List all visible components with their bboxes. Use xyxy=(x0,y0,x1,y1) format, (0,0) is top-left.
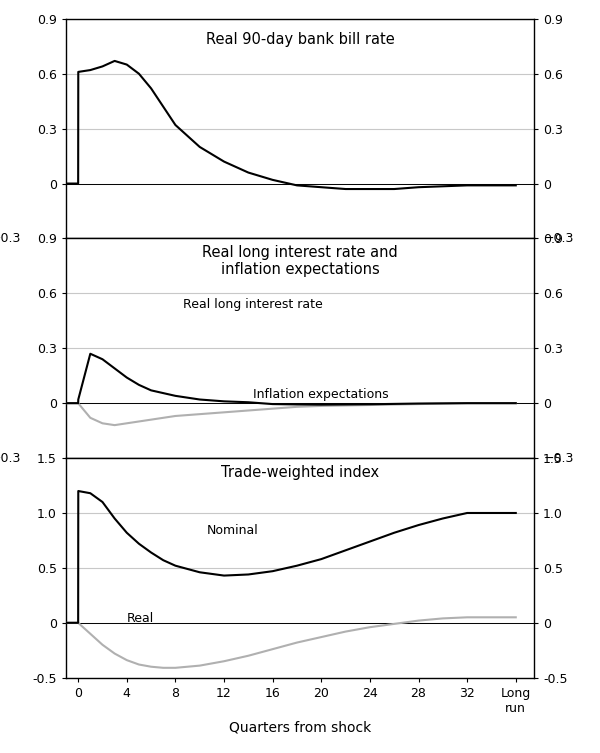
Text: Trade-weighted index: Trade-weighted index xyxy=(221,465,379,480)
Text: Real 90-day bank bill rate: Real 90-day bank bill rate xyxy=(206,32,394,47)
Text: Quarters from shock: Quarters from shock xyxy=(229,720,371,734)
Text: −0.3: −0.3 xyxy=(544,232,574,245)
Text: Real long interest rate and
inflation expectations: Real long interest rate and inflation ex… xyxy=(202,245,398,277)
Text: Nominal: Nominal xyxy=(206,524,258,537)
Text: Real long interest rate: Real long interest rate xyxy=(183,297,323,311)
Text: −0.3: −0.3 xyxy=(0,452,22,465)
Text: Inflation expectations: Inflation expectations xyxy=(253,388,389,401)
Text: −0.3: −0.3 xyxy=(544,452,574,465)
Text: Real: Real xyxy=(127,611,154,625)
Text: −0.3: −0.3 xyxy=(0,232,22,245)
